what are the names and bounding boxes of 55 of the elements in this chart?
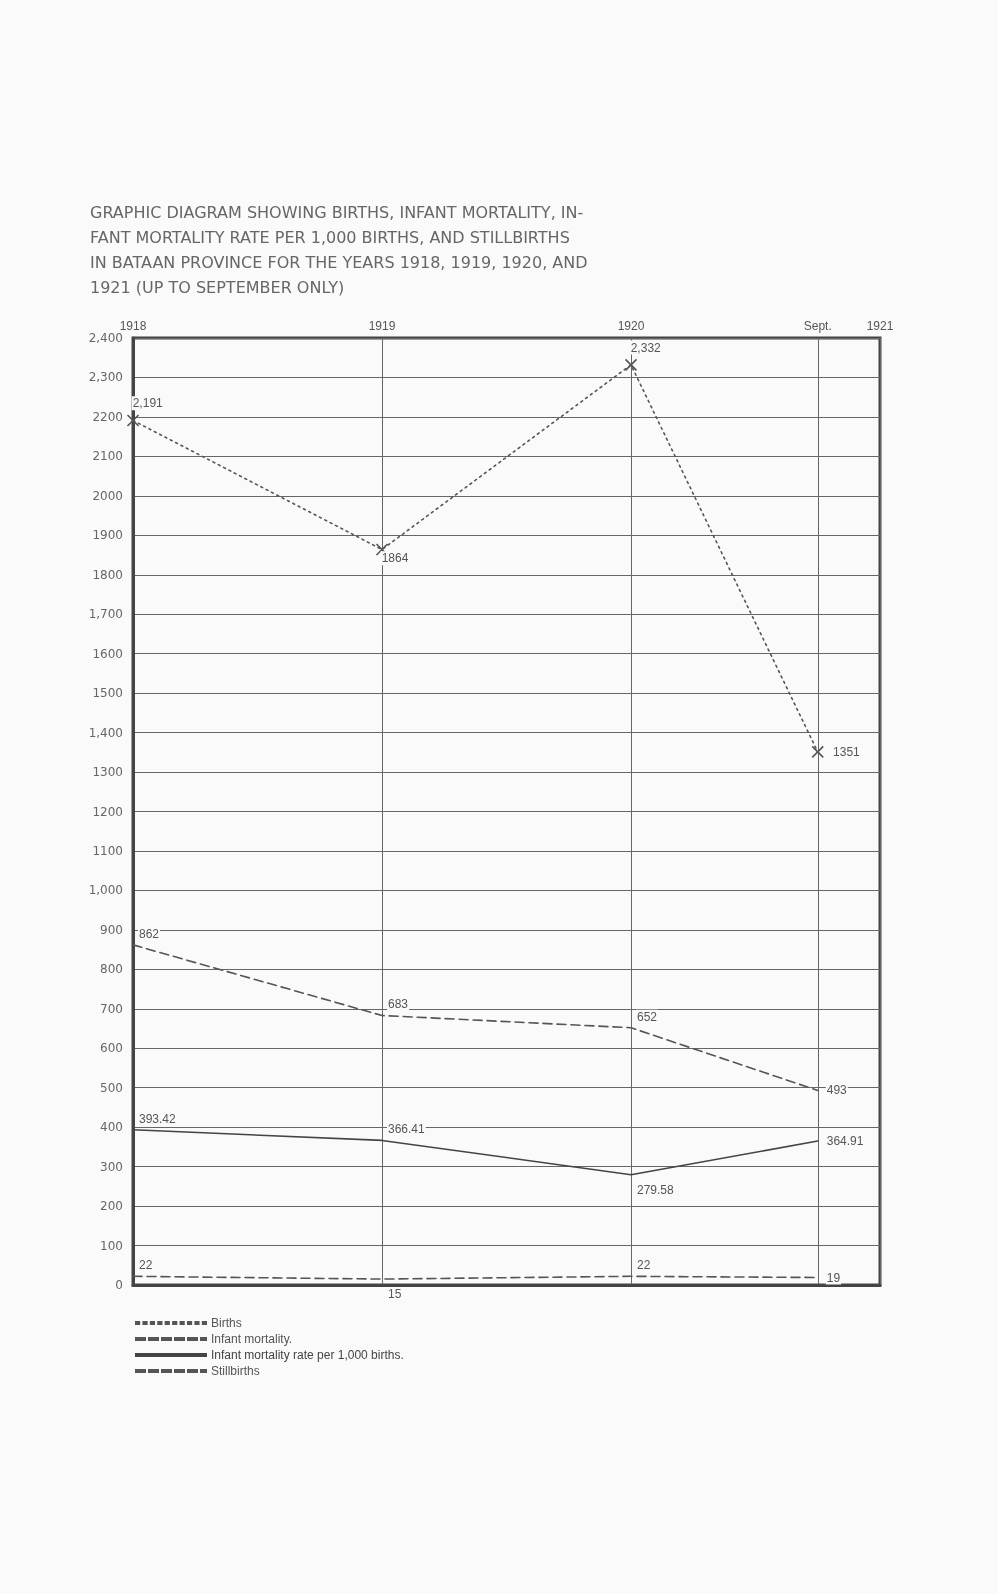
x-tick-label: 1919 xyxy=(368,319,396,333)
x-tick-label: 1920 xyxy=(617,319,645,333)
data-label: 366.41 xyxy=(388,1122,426,1137)
text: Infant mortality rate per 1,000 births. xyxy=(211,1348,404,1362)
y-tick-label: 0 xyxy=(115,1278,123,1292)
y-tick-label: 1500 xyxy=(92,686,123,701)
x-tick-label: 1921 xyxy=(866,319,894,333)
point xyxy=(811,745,825,759)
y-tick-label: 1300 xyxy=(92,765,123,780)
legend-label: Stillbirths xyxy=(211,1364,260,1378)
y-tick-label: 2100 xyxy=(92,449,123,464)
y-tick-label: 800 xyxy=(100,962,123,977)
data-label: 1351 xyxy=(833,744,861,759)
data-label: 22 xyxy=(139,1258,153,1273)
data-label: 364.91 xyxy=(826,1134,864,1149)
chart-title: GRAPHIC DIAGRAM SHOWING BIRTHS, INFANT MORTALITY, IN- FANT MORTALITY RATE PER 1,000 BIRTHS, AND STILLBIRTHS IN BATAAN PROVINCE FOR THE YEARS 1918, 1919, 1920, AND 1921 (UP TO SEPTEMBER ONLY) xyxy=(90,203,588,297)
data-label: 652 xyxy=(637,1009,658,1024)
data-label: 22 xyxy=(637,1258,651,1273)
data-label: 19 xyxy=(826,1270,841,1285)
y-tick-label: 1,000 xyxy=(88,883,123,898)
y-tick-label: 1,400 xyxy=(88,725,123,740)
point xyxy=(624,358,638,372)
y-tick-label: 200 xyxy=(100,1199,123,1214)
data-label: 683 xyxy=(388,997,409,1012)
data-label: 2,332 xyxy=(630,340,662,355)
y-tick-label: 2,300 xyxy=(88,370,123,385)
y-tick-label: 1200 xyxy=(92,804,123,819)
y-tick-label: 400 xyxy=(100,1120,123,1135)
x-tick-label: 1918 xyxy=(119,319,147,333)
line-series xyxy=(132,944,819,1092)
data-label: 1864 xyxy=(381,551,409,566)
y-tick-label: 600 xyxy=(100,1041,123,1056)
data-label: 393.42 xyxy=(139,1111,177,1126)
data-label: 279.58 xyxy=(637,1182,675,1197)
data-label: 493 xyxy=(826,1083,848,1098)
y-tick-label: 2,400 xyxy=(88,331,123,345)
y-tick-label: 900 xyxy=(100,922,123,937)
data-label: 15 xyxy=(388,1287,402,1302)
y-tick-label: 1100 xyxy=(92,843,123,858)
x-tick-label: Sept. xyxy=(803,319,832,333)
y-tick-label: 1,700 xyxy=(88,607,123,622)
y-tick-label: 300 xyxy=(100,1159,123,1174)
data-label: 862 xyxy=(139,926,160,941)
y-tick-label: 1600 xyxy=(92,646,123,661)
data-label: 2,191 xyxy=(132,396,164,411)
y-tick-label: 2200 xyxy=(92,409,123,424)
legend-label: Infant mortality. xyxy=(211,1332,293,1346)
y-tick-label: 500 xyxy=(100,1080,123,1095)
legend-label: Births xyxy=(211,1316,242,1330)
y-tick-label: 100 xyxy=(100,1238,123,1253)
point xyxy=(126,414,140,427)
y-tick-label: 1900 xyxy=(92,528,123,543)
y-tick-label: 700 xyxy=(100,1001,123,1016)
y-tick-label: 2000 xyxy=(92,488,123,503)
y-tick-label: 1800 xyxy=(92,567,123,582)
